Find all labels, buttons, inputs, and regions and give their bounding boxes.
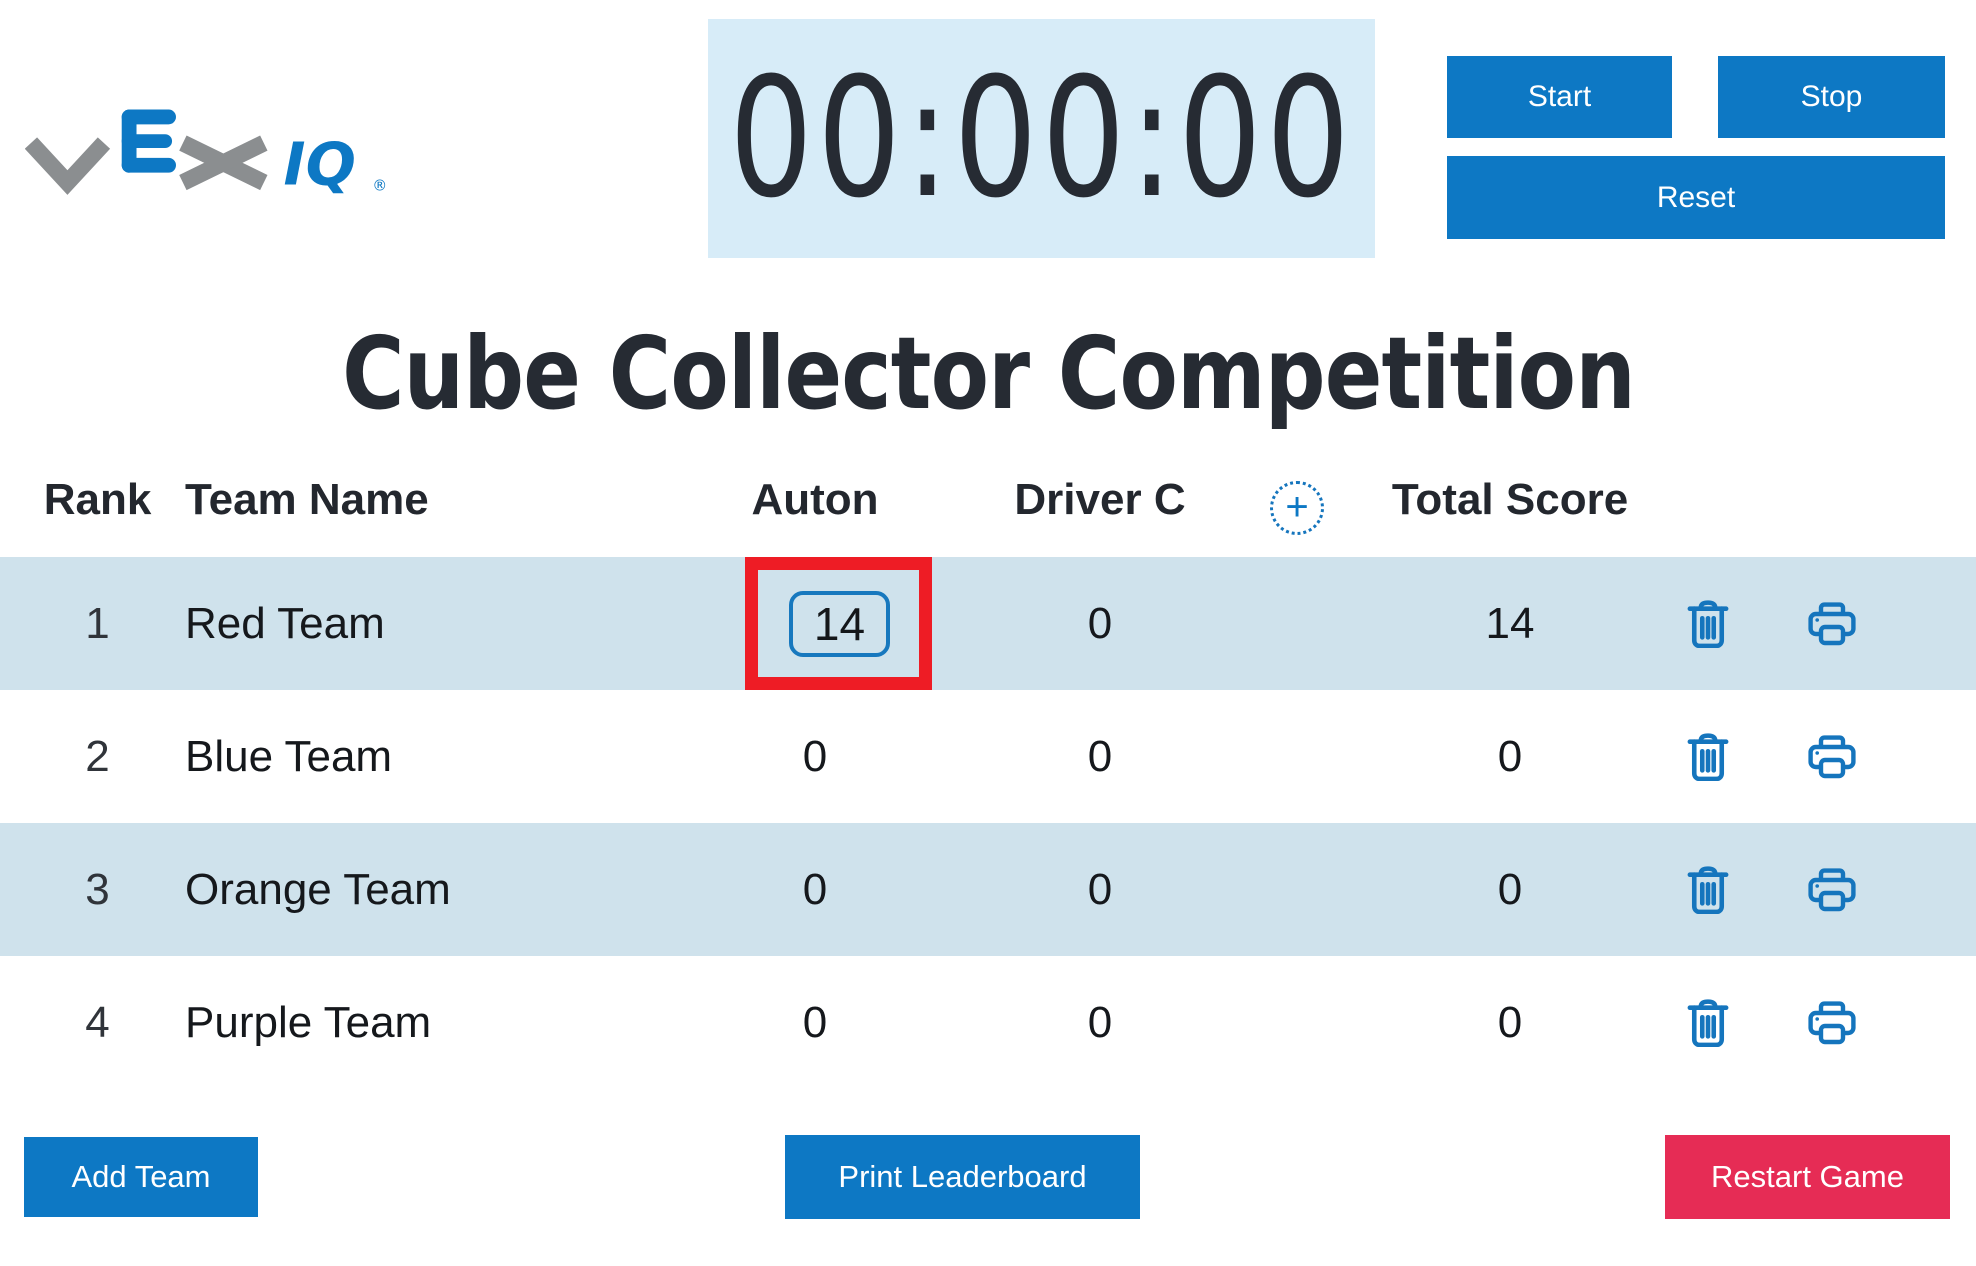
start-button-label: Start	[1527, 80, 1592, 113]
plus-icon: +	[1285, 484, 1309, 529]
table-row: 3 Orange Team 0 0 0	[0, 823, 1976, 956]
trash-icon	[1687, 998, 1729, 1047]
header-total-score: Total Score	[1391, 475, 1629, 524]
auton-score-cell: 0	[802, 732, 828, 781]
header-team-name: Team Name	[185, 475, 429, 524]
rank-cell: 1	[85, 599, 110, 648]
driver-score-cell: 0	[1087, 998, 1113, 1047]
driver-score-cell: 0	[1087, 732, 1113, 781]
vex-iq-logo: IQ ®	[25, 109, 387, 195]
print-team-button[interactable]	[1807, 823, 1857, 956]
delete-team-button[interactable]	[1683, 690, 1733, 823]
timer-panel: 00:00:00	[708, 19, 1375, 258]
highlight-box	[745, 557, 932, 690]
driver-score-cell: 0	[1087, 599, 1113, 648]
header-auton: Auton	[751, 475, 879, 524]
page-title: Cube Collector Competition	[341, 315, 1636, 432]
add-team-button[interactable]: Add Team	[24, 1137, 258, 1217]
logo-e-shape	[121, 109, 176, 173]
total-score-cell: 0	[1497, 865, 1523, 914]
add-column-button[interactable]: +	[1270, 481, 1324, 535]
reset-button[interactable]: Reset	[1447, 156, 1945, 239]
table-row: 2 Blue Team 0 0 0	[0, 690, 1976, 823]
print-leaderboard-button[interactable]: Print Leaderboard	[785, 1135, 1140, 1219]
auton-score-cell: 0	[802, 865, 828, 914]
auton-score-cell: 0	[802, 998, 828, 1047]
team-name-cell: Red Team	[185, 599, 385, 648]
rank-cell: 2	[85, 732, 110, 781]
print-team-button[interactable]	[1807, 557, 1857, 690]
timer-display: 00:00:00	[729, 42, 1354, 234]
trash-icon	[1687, 599, 1729, 648]
start-button[interactable]: Start	[1447, 56, 1672, 138]
team-name-cell: Blue Team	[185, 732, 393, 781]
logo-iq-text: IQ	[284, 130, 356, 195]
printer-icon	[1808, 734, 1856, 778]
delete-team-button[interactable]	[1683, 956, 1733, 1089]
logo-v-shape	[25, 137, 111, 195]
delete-team-button[interactable]	[1683, 823, 1733, 956]
leaderboard-header: Rank Team Name Auton Driver C + Total Sc…	[0, 465, 1976, 535]
header-driver-c: Driver C	[1014, 475, 1186, 524]
stop-button[interactable]: Stop	[1718, 56, 1945, 138]
total-score-cell: 0	[1497, 998, 1523, 1047]
logo-x-shape	[179, 135, 268, 191]
delete-team-button[interactable]	[1683, 557, 1733, 690]
driver-score-cell: 0	[1087, 865, 1113, 914]
trash-icon	[1687, 732, 1729, 781]
logo-registered-mark: ®	[372, 177, 387, 194]
print-team-button[interactable]	[1807, 956, 1857, 1089]
rank-cell: 4	[85, 998, 110, 1047]
add-team-button-label: Add Team	[71, 1159, 211, 1194]
team-name-cell: Purple Team	[185, 998, 432, 1047]
stop-button-label: Stop	[1800, 80, 1863, 113]
printer-icon	[1808, 1000, 1856, 1044]
print-leaderboard-button-label: Print Leaderboard	[838, 1159, 1087, 1194]
trash-icon	[1687, 865, 1729, 914]
printer-icon	[1808, 867, 1856, 911]
table-row: 4 Purple Team 0 0 0	[0, 956, 1976, 1089]
total-score-cell: 0	[1497, 732, 1523, 781]
restart-game-button-label: Restart Game	[1711, 1159, 1904, 1194]
team-name-cell: Orange Team	[185, 865, 451, 914]
reset-button-label: Reset	[1656, 180, 1736, 214]
restart-game-button[interactable]: Restart Game	[1665, 1135, 1950, 1219]
print-team-button[interactable]	[1807, 690, 1857, 823]
printer-icon	[1808, 601, 1856, 645]
total-score-cell: 14	[1485, 599, 1535, 648]
rank-cell: 3	[85, 865, 110, 914]
header-rank: Rank	[43, 475, 152, 524]
table-row: 1 Red Team 0 14	[0, 557, 1976, 690]
auton-score-input[interactable]	[789, 591, 890, 657]
title-bar: Cube Collector Competition	[0, 318, 1976, 430]
